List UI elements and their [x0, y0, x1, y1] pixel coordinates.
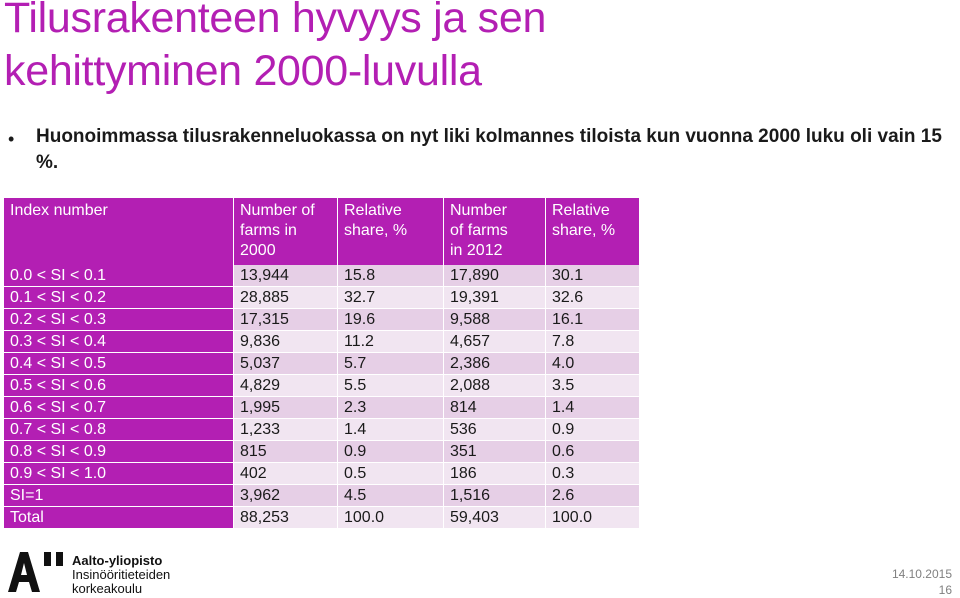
slide-date: 14.10.2015	[891, 567, 952, 581]
table-cell-index: SI=1	[4, 485, 234, 507]
table-row: 0.8 < SI < 0.9 815 0.9 351 0.6	[4, 441, 640, 463]
table-cell-value: 0.6	[546, 441, 640, 463]
table-cell-value: 16.1	[546, 309, 640, 331]
table-cell-value: 32.6	[546, 287, 640, 309]
farm-structure-table: Index number Number of farms in 2000 Rel…	[4, 198, 640, 529]
table-cell-value: 814	[444, 397, 546, 419]
table-cell-value: 0.9	[338, 441, 444, 463]
table-cell-value: 13,944	[234, 265, 338, 287]
table-body: 0.0 < SI < 0.1 13,944 15.8 17,890 30.1 0.1 < …	[4, 265, 640, 529]
table-cell-value: 2.6	[546, 485, 640, 507]
table-cell-value: 88,253	[234, 507, 338, 529]
table-cell-value: 5.5	[338, 375, 444, 397]
table-cell-value: 11.2	[338, 331, 444, 353]
table-cell-value: 9,588	[444, 309, 546, 331]
table-cell-value: 28,885	[234, 287, 338, 309]
title-line-1: Tilusrakenteen hyvyys ja sen	[4, 0, 547, 42]
table-cell-value: 5.7	[338, 353, 444, 375]
table-cell-index: Total	[4, 507, 234, 529]
table-cell-value: 30.1	[546, 265, 640, 287]
header-index-number: Index number	[4, 198, 234, 265]
table-cell-value: 4.5	[338, 485, 444, 507]
slide-title: Tilusrakenteen hyvyys ja sen kehittymine…	[4, 0, 944, 98]
table-cell-index: 0.1 < SI < 0.2	[4, 287, 234, 309]
table-cell-index: 0.0 < SI < 0.1	[4, 265, 234, 287]
table-cell-value: 5,037	[234, 353, 338, 375]
table-row: 0.5 < SI < 0.6 4,829 5.5 2,088 3.5	[4, 375, 640, 397]
table-cell-index: 0.9 < SI < 1.0	[4, 463, 234, 485]
bullet-text: Huonoimmassa tilusrakenneluokassa on nyt…	[36, 126, 942, 173]
table-cell-value: 19.6	[338, 309, 444, 331]
table-row: 0.9 < SI < 1.0 402 0.5 186 0.3	[4, 463, 640, 485]
table-cell-value: 1.4	[546, 397, 640, 419]
table-cell-value: 59,403	[444, 507, 546, 529]
table-row: 0.7 < SI < 0.8 1,233 1.4 536 0.9	[4, 419, 640, 441]
page-number: 16	[938, 583, 952, 597]
table-cell-value: 4,657	[444, 331, 546, 353]
table-row: 0.4 < SI < 0.5 5,037 5.7 2,386 4.0	[4, 353, 640, 375]
table-cell-value: 186	[444, 463, 546, 485]
table-cell-value: 3,962	[234, 485, 338, 507]
table-cell-value: 4,829	[234, 375, 338, 397]
table-cell-value: 0.5	[338, 463, 444, 485]
table-row: SI=1 3,962 4.5 1,516 2.6	[4, 485, 640, 507]
table-cell-value: 402	[234, 463, 338, 485]
table-cell-value: 2,088	[444, 375, 546, 397]
table-cell-value: 3.5	[546, 375, 640, 397]
table-cell-value: 4.0	[546, 353, 640, 375]
table-cell-value: 1,233	[234, 419, 338, 441]
table-cell-index: 0.7 < SI < 0.8	[4, 419, 234, 441]
table-cell-value: 1.4	[338, 419, 444, 441]
table-cell-value: 100.0	[338, 507, 444, 529]
table-row: 0.2 < SI < 0.3 17,315 19.6 9,588 16.1	[4, 309, 640, 331]
aalto-logo-icon	[8, 552, 63, 592]
table-cell-value: 1,995	[234, 397, 338, 419]
table-cell-index: 0.5 < SI < 0.6	[4, 375, 234, 397]
header-farms-2012: Number of farms in 2012	[444, 198, 546, 265]
header-farms-2000: Number of farms in 2000	[234, 198, 338, 265]
table-row: Total 88,253 100.0 59,403 100.0	[4, 507, 640, 529]
bullet-item: • Huonoimmassa tilusrakenneluokassa on n…	[8, 124, 953, 176]
table-cell-index: 0.3 < SI < 0.4	[4, 331, 234, 353]
table-cell-value: 0.9	[546, 419, 640, 441]
header-share-2000: Relative share, %	[338, 198, 444, 265]
table-cell-value: 7.8	[546, 331, 640, 353]
table-cell-value: 15.8	[338, 265, 444, 287]
table-cell-value: 536	[444, 419, 546, 441]
title-line-2: kehittyminen 2000-luvulla	[4, 47, 482, 95]
table-cell-index: 0.6 < SI < 0.7	[4, 397, 234, 419]
table-cell-index: 0.8 < SI < 0.9	[4, 441, 234, 463]
table-row: 0.1 < SI < 0.2 28,885 32.7 19,391 32.6	[4, 287, 640, 309]
table-cell-value: 9,836	[234, 331, 338, 353]
logo-school-name: Insinööritieteiden korkeakoulu	[72, 567, 171, 596]
header-share-2012: Relative share, %	[546, 198, 640, 265]
table-cell-index: 0.4 < SI < 0.5	[4, 353, 234, 375]
table-cell-value: 1,516	[444, 485, 546, 507]
bullet-dot-icon: •	[8, 129, 15, 149]
table-cell-index: 0.2 < SI < 0.3	[4, 309, 234, 331]
table-row: 0.6 < SI < 0.7 1,995 2.3 814 1.4	[4, 397, 640, 419]
table-header-row: Index number Number of farms in 2000 Rel…	[4, 198, 640, 265]
table-cell-value: 19,391	[444, 287, 546, 309]
table-cell-value: 815	[234, 441, 338, 463]
table-row: 0.3 < SI < 0.4 9,836 11.2 4,657 7.8	[4, 331, 640, 353]
table-cell-value: 100.0	[546, 507, 640, 529]
table-cell-value: 351	[444, 441, 546, 463]
table-cell-value: 32.7	[338, 287, 444, 309]
table-cell-value: 0.3	[546, 463, 640, 485]
table-cell-value: 2,386	[444, 353, 546, 375]
table-cell-value: 17,890	[444, 265, 546, 287]
table-cell-value: 2.3	[338, 397, 444, 419]
table-row: 0.0 < SI < 0.1 13,944 15.8 17,890 30.1	[4, 265, 640, 287]
table-cell-value: 17,315	[234, 309, 338, 331]
logo-university-name: Aalto-yliopisto	[72, 553, 163, 568]
